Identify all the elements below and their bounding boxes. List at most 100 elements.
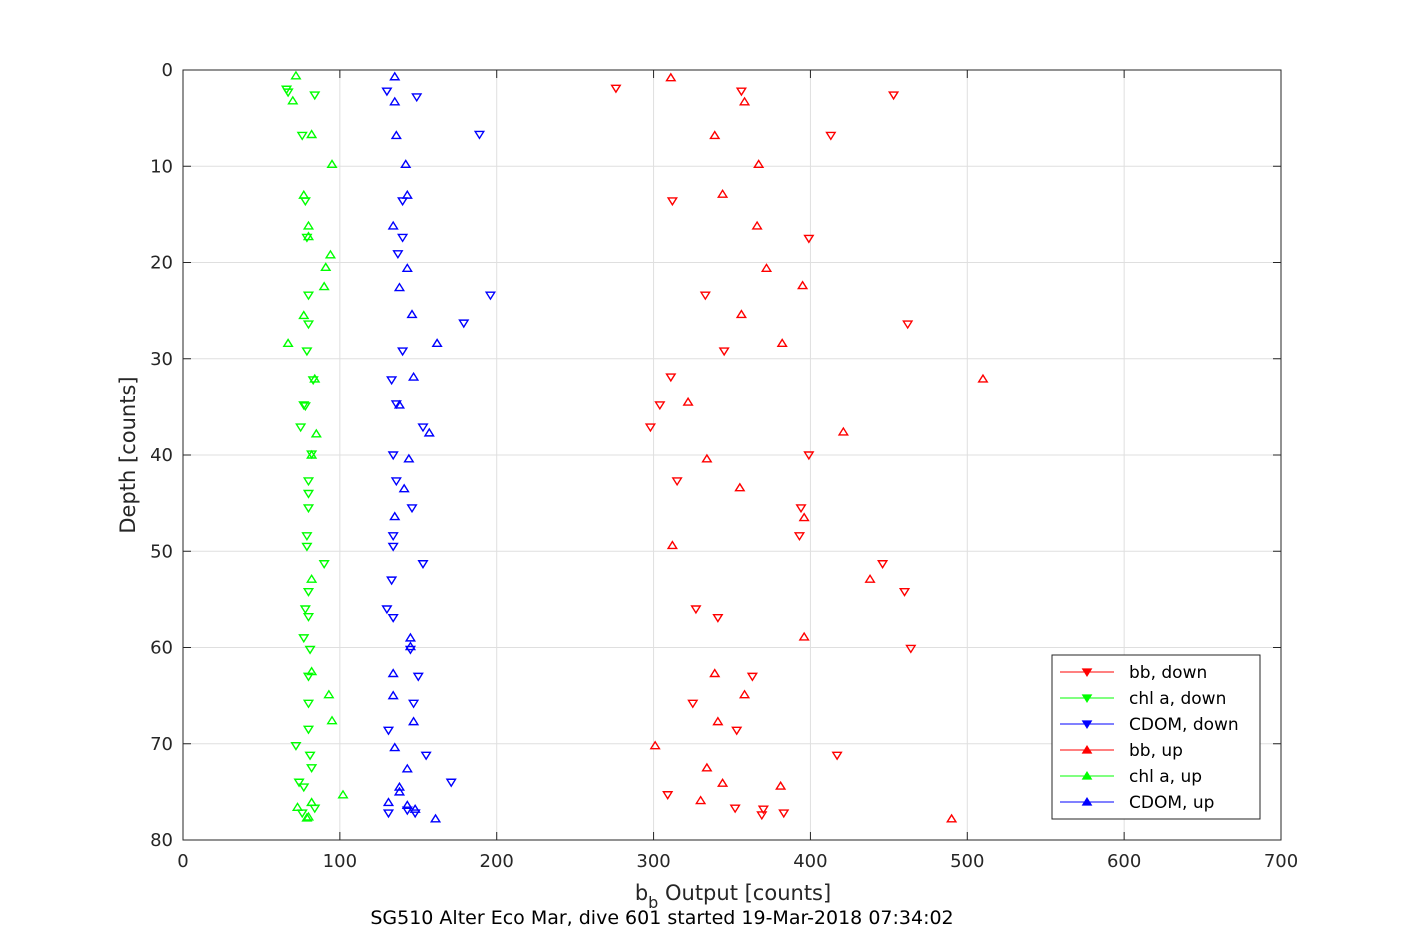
data-point <box>299 605 311 615</box>
data-point <box>382 797 395 807</box>
x-axis-label: bb Output [counts] <box>635 881 831 912</box>
data-point <box>323 689 335 699</box>
legend-marker <box>1081 668 1093 678</box>
data-point <box>306 573 318 583</box>
legend-entry: bb, down <box>1129 663 1207 683</box>
data-point <box>757 805 769 815</box>
series-0 <box>610 84 917 821</box>
data-point <box>393 282 406 292</box>
data-point <box>302 320 315 330</box>
data-point <box>393 399 406 409</box>
data-point <box>610 84 622 94</box>
data-point <box>306 449 318 459</box>
data-point <box>389 96 401 106</box>
data-point <box>326 715 338 725</box>
data-point <box>389 742 401 752</box>
data-point <box>389 511 401 521</box>
x-axis-label-subscript: b <box>648 893 658 912</box>
x-tick-label: 700 <box>1264 851 1298 872</box>
data-point <box>403 453 415 463</box>
data-point <box>301 542 313 552</box>
data-point <box>729 804 741 814</box>
data-point <box>666 540 678 550</box>
legend-entry: CDOM, up <box>1129 793 1214 813</box>
legend-entry: chl a, up <box>1129 767 1202 787</box>
data-point <box>977 373 989 383</box>
data-point <box>304 645 316 655</box>
data-point <box>401 189 413 199</box>
data-point <box>412 672 424 682</box>
data-point <box>406 309 418 319</box>
data-point <box>298 401 310 411</box>
data-point <box>746 672 758 682</box>
data-point <box>306 764 318 774</box>
series-5 <box>382 71 443 823</box>
legend: bb, down chl a, down CDOM, down bb, up chl a… <box>1051 654 1261 820</box>
data-point <box>387 542 399 552</box>
legend-box <box>1051 654 1261 820</box>
data-point <box>731 726 743 736</box>
series-3 <box>649 72 989 823</box>
data-point <box>382 726 395 736</box>
data-point <box>287 95 299 105</box>
x-tick-label: 600 <box>1107 851 1141 872</box>
data-point <box>298 634 310 644</box>
data-point <box>302 699 315 709</box>
data-point <box>712 613 724 623</box>
data-point <box>735 87 747 97</box>
data-point <box>306 797 318 807</box>
data-point <box>778 809 790 819</box>
data-point <box>302 477 315 487</box>
y-tick-label: 60 <box>150 638 173 659</box>
data-point <box>760 263 773 272</box>
data-point <box>887 91 900 101</box>
legend-entry: CDOM, down <box>1129 715 1239 735</box>
data-point <box>298 783 310 793</box>
data-point <box>458 319 470 329</box>
data-point <box>309 91 321 101</box>
data-point <box>877 560 889 569</box>
y-tick-label: 70 <box>150 734 173 755</box>
data-point <box>386 576 398 586</box>
y-tick-label: 80 <box>150 830 173 851</box>
x-tick-label: 100 <box>323 851 357 872</box>
data-point <box>803 234 815 244</box>
data-point <box>386 376 398 386</box>
x-tick-label: 0 <box>177 851 188 872</box>
data-point <box>387 451 399 461</box>
data-point <box>429 813 442 823</box>
data-point <box>662 791 674 800</box>
data-point <box>302 612 315 622</box>
data-point <box>302 504 315 514</box>
data-point <box>756 811 768 821</box>
data-point <box>825 131 837 141</box>
data-point <box>400 159 412 169</box>
y-tick-label: 0 <box>162 60 173 81</box>
data-point <box>389 71 401 81</box>
data-point <box>665 72 677 82</box>
data-point <box>387 220 399 230</box>
data-point <box>390 400 402 410</box>
data-point <box>864 573 876 583</box>
data-point <box>417 423 429 433</box>
data-point <box>302 231 315 241</box>
x-tick-label: 300 <box>636 851 670 872</box>
y-tick-label: 20 <box>150 253 173 274</box>
data-point <box>382 809 395 819</box>
data-point <box>290 70 302 80</box>
data-point <box>318 560 330 569</box>
y-tick-label: 30 <box>150 349 173 370</box>
x-tick-label: 400 <box>793 851 827 872</box>
series-4 <box>282 70 349 822</box>
data-point <box>293 778 305 788</box>
data-point <box>898 587 911 597</box>
data-point <box>649 740 661 750</box>
figure-caption: SG510 Alter Eco Mar, dive 601 started 19… <box>370 907 953 929</box>
x-axis-label-rest: Output [counts] <box>658 881 831 905</box>
data-point <box>712 716 724 726</box>
data-point <box>310 428 322 438</box>
legend-marker <box>1081 770 1093 780</box>
data-point <box>302 725 315 735</box>
data-point <box>406 504 418 514</box>
